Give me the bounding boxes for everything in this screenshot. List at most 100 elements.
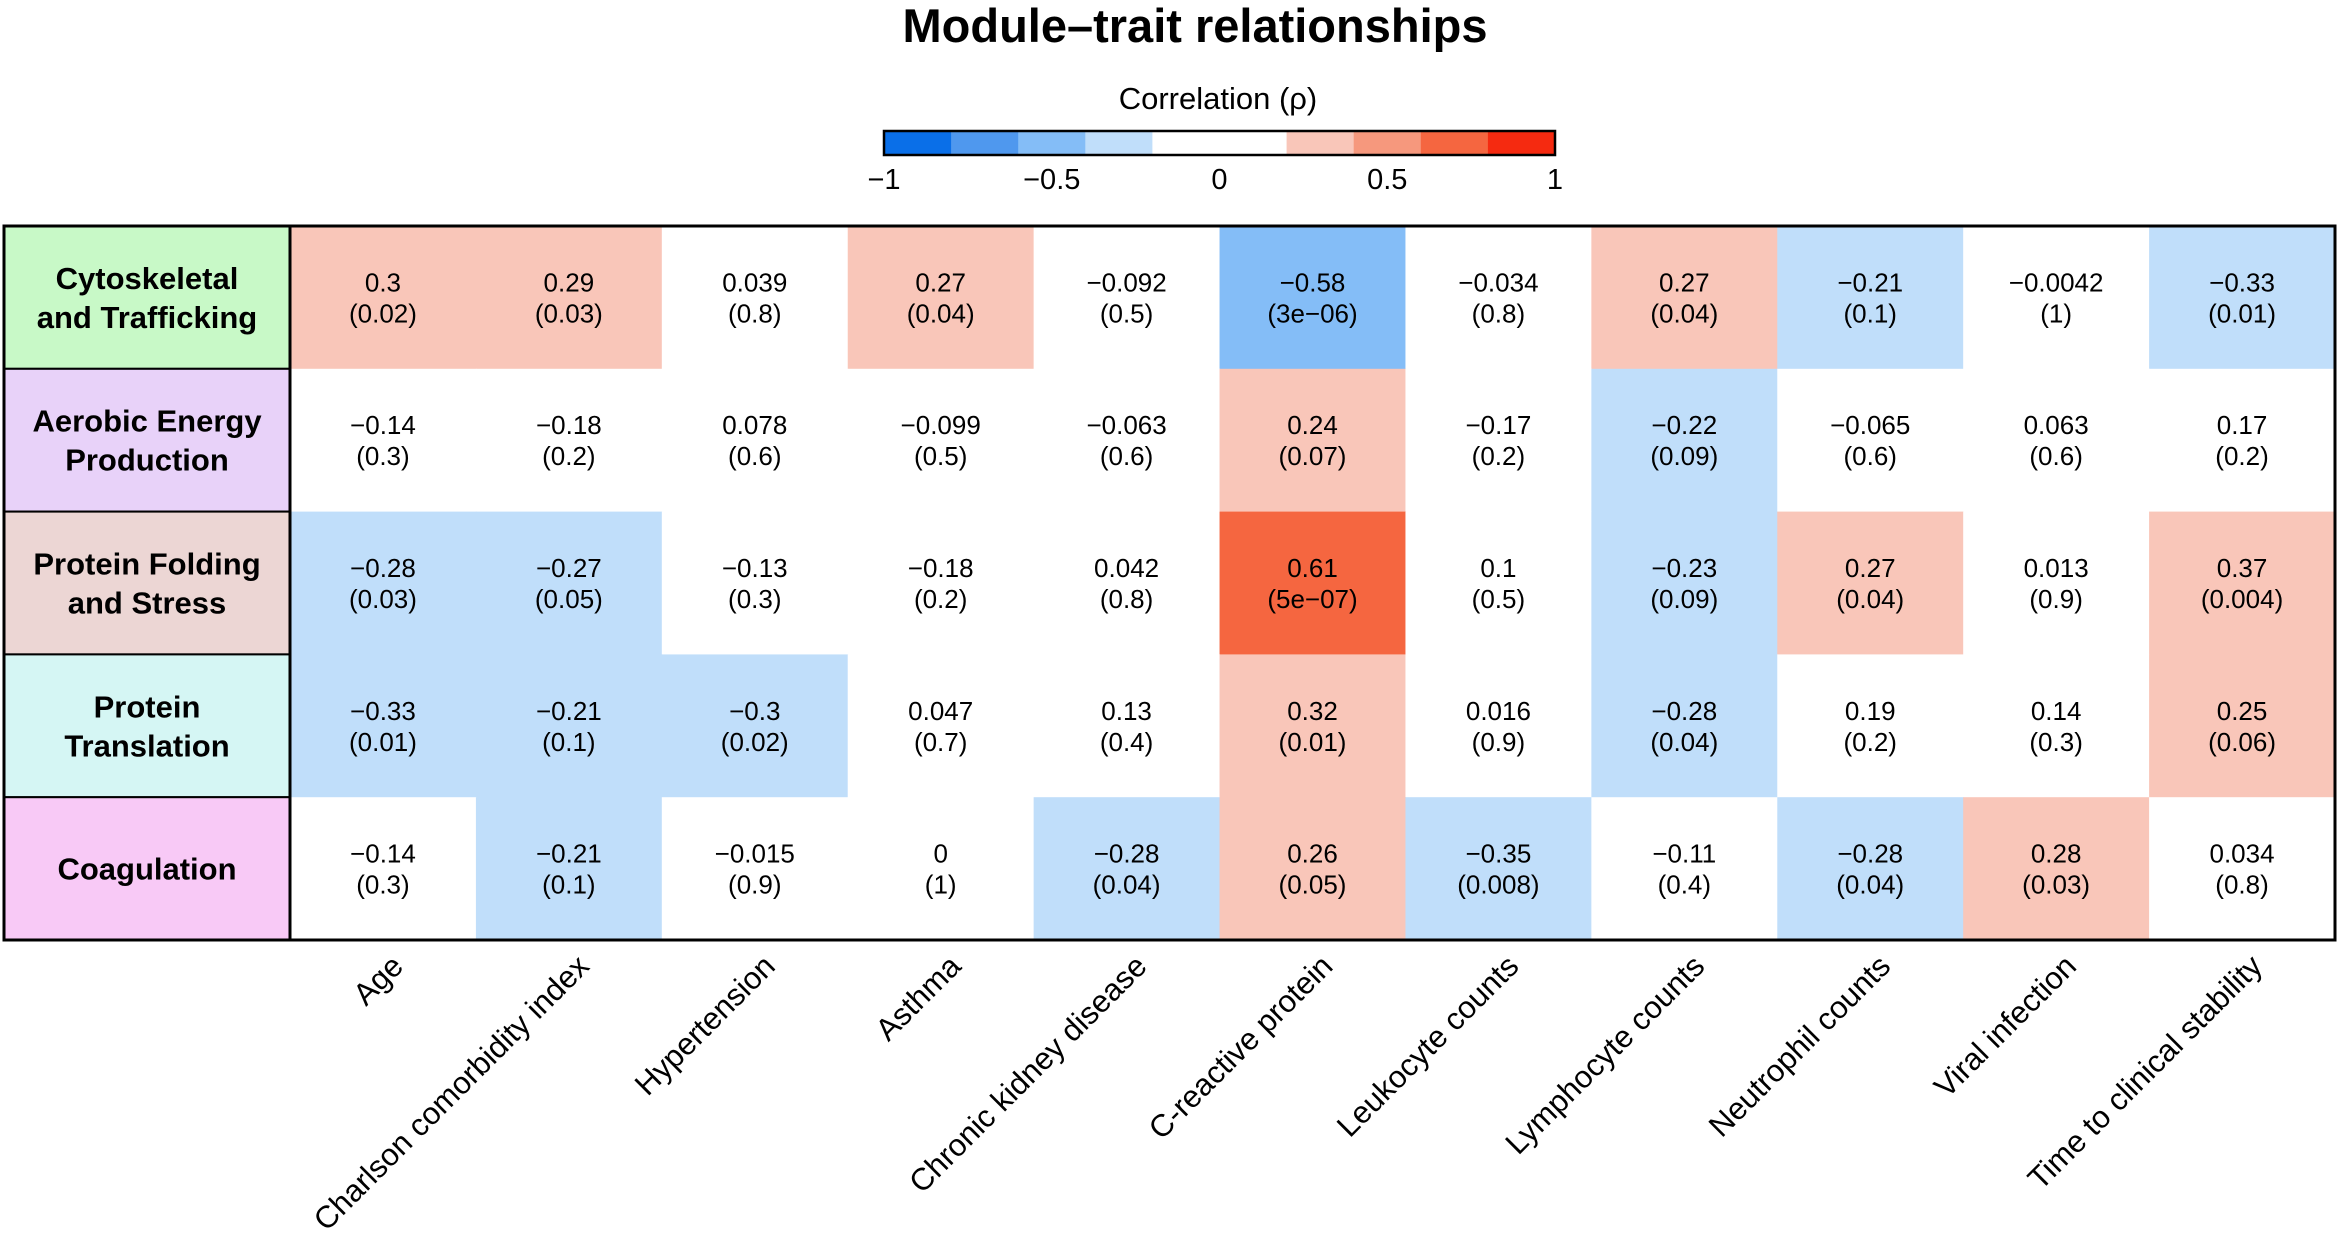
heatmap-cell xyxy=(847,368,1035,513)
heatmap-cell xyxy=(475,654,663,798)
cell-pvalue: (3e−06) xyxy=(1267,298,1357,328)
cell-pvalue: (0.04) xyxy=(1836,870,1904,900)
cell-pvalue: (0.02) xyxy=(349,298,417,328)
colorbar-step xyxy=(1353,131,1422,155)
heatmap-cell xyxy=(661,511,849,655)
heatmap-cell xyxy=(1405,797,1592,941)
cell-pvalue: (0.05) xyxy=(535,584,603,614)
heatmap-cell xyxy=(661,654,849,798)
heatmap-cell xyxy=(1033,368,1221,513)
cell-pvalue: (0.04) xyxy=(1650,727,1718,757)
cell-pvalue: (0.02) xyxy=(721,727,789,757)
heatmap-cell xyxy=(1591,226,1778,370)
row-label-box xyxy=(3,510,291,656)
heatmap-cell xyxy=(1963,226,2150,370)
colorbar-step xyxy=(1085,131,1153,155)
cell-correlation: 0.14 xyxy=(2031,696,2082,726)
cell-pvalue: (0.04) xyxy=(1650,298,1718,328)
heatmap-cell xyxy=(1777,511,1964,655)
colorbar-step xyxy=(1286,131,1355,155)
colorbar-step xyxy=(1219,131,1288,155)
cell-correlation: −0.3 xyxy=(729,696,780,726)
cell-correlation: −0.33 xyxy=(350,696,416,726)
cell-pvalue: (5e−07) xyxy=(1267,584,1357,614)
heatmap-cell xyxy=(2149,654,2336,798)
heatmap-cell xyxy=(2149,797,2336,941)
cell-pvalue: (0.5) xyxy=(914,441,967,471)
heatmap-cell xyxy=(290,797,477,941)
row-label-box xyxy=(3,796,291,942)
cell-pvalue: (0.6) xyxy=(1843,441,1896,471)
cell-pvalue: (0.09) xyxy=(1650,584,1718,614)
heatmap-cell xyxy=(475,226,663,370)
heatmap-cell xyxy=(1963,797,2150,941)
cell-correlation: −0.21 xyxy=(536,696,602,726)
heatmap-cell xyxy=(1591,511,1778,655)
cell-correlation: −0.034 xyxy=(1458,267,1538,297)
colorbar-step xyxy=(1420,131,1489,155)
colorbar-tick-label: −0.5 xyxy=(1023,164,1080,196)
cell-pvalue: (0.4) xyxy=(1658,870,1711,900)
heatmap-cell xyxy=(2149,368,2336,513)
heatmap-cell xyxy=(475,368,663,513)
cell-pvalue: (0.004) xyxy=(2201,584,2283,614)
cell-correlation: −0.13 xyxy=(722,553,788,583)
row-label: and Trafficking xyxy=(37,300,257,335)
column-label: C-reactive protein xyxy=(1142,948,1340,1146)
cell-correlation: 0.17 xyxy=(2217,410,2268,440)
cell-pvalue: (0.3) xyxy=(728,584,781,614)
cell-correlation: 0.047 xyxy=(908,696,973,726)
heatmap-cell xyxy=(2149,511,2336,655)
cell-pvalue: (0.5) xyxy=(1472,584,1525,614)
heatmap-cell xyxy=(661,797,849,941)
colorbar-tick-label: 0 xyxy=(1211,164,1227,196)
cell-correlation: 0.063 xyxy=(2024,410,2089,440)
cell-correlation: 0.1 xyxy=(1480,553,1516,583)
cell-pvalue: (0.6) xyxy=(1100,441,1153,471)
cell-correlation: −0.092 xyxy=(1086,267,1166,297)
column-label: Lymphocyte counts xyxy=(1498,948,1711,1161)
heatmap-cell xyxy=(847,226,1035,370)
column-label: Viral infection xyxy=(1927,948,2083,1104)
cell-correlation: 0.25 xyxy=(2217,696,2268,726)
row-label-box xyxy=(3,367,291,513)
cell-pvalue: (0.03) xyxy=(535,298,603,328)
cell-correlation: −0.14 xyxy=(350,410,416,440)
cell-correlation: −0.33 xyxy=(2209,267,2275,297)
cell-pvalue: (0.04) xyxy=(1836,584,1904,614)
cell-correlation: 0 xyxy=(933,839,947,869)
heatmap-cell xyxy=(1033,797,1221,941)
cell-pvalue: (0.3) xyxy=(356,870,409,900)
cell-correlation: −0.065 xyxy=(1830,410,1910,440)
cell-correlation: −0.35 xyxy=(1466,839,1532,869)
heatmap-cell xyxy=(1777,226,1964,370)
row-label: Coagulation xyxy=(57,852,236,887)
cell-correlation: 0.034 xyxy=(2210,839,2275,869)
cell-pvalue: (0.8) xyxy=(2215,870,2268,900)
cell-correlation: −0.21 xyxy=(1837,267,1903,297)
cell-correlation: 0.27 xyxy=(915,267,966,297)
cell-pvalue: (0.3) xyxy=(2029,727,2082,757)
cell-correlation: 0.013 xyxy=(2024,553,2089,583)
row-label-column: Cytoskeletal and Trafficking Aerobic Energ… xyxy=(2,224,292,942)
heatmap-cell xyxy=(1591,368,1778,513)
cell-pvalue: (0.008) xyxy=(1457,870,1539,900)
heatmap-cell xyxy=(290,368,477,513)
cell-correlation: −0.28 xyxy=(1094,839,1160,869)
heatmap-cell xyxy=(475,511,663,655)
heatmap-cell xyxy=(1405,511,1592,655)
heatmap-cell xyxy=(1219,511,1407,655)
cell-pvalue: (0.6) xyxy=(2029,441,2082,471)
cell-correlation: 0.61 xyxy=(1287,553,1338,583)
cell-pvalue: (1) xyxy=(925,870,957,900)
cell-correlation: −0.015 xyxy=(715,839,795,869)
cell-correlation: 0.078 xyxy=(722,410,787,440)
column-label: Neutrophil counts xyxy=(1702,948,1897,1143)
heatmap-cell xyxy=(290,226,477,370)
heatmap-cells: 0.3(0.02)0.29(0.03)0.039(0.8)0.27(0.04)−… xyxy=(288,224,2337,942)
cell-correlation: 0.042 xyxy=(1094,553,1159,583)
row-label: and Stress xyxy=(68,586,227,621)
cell-correlation: 0.26 xyxy=(1287,839,1338,869)
